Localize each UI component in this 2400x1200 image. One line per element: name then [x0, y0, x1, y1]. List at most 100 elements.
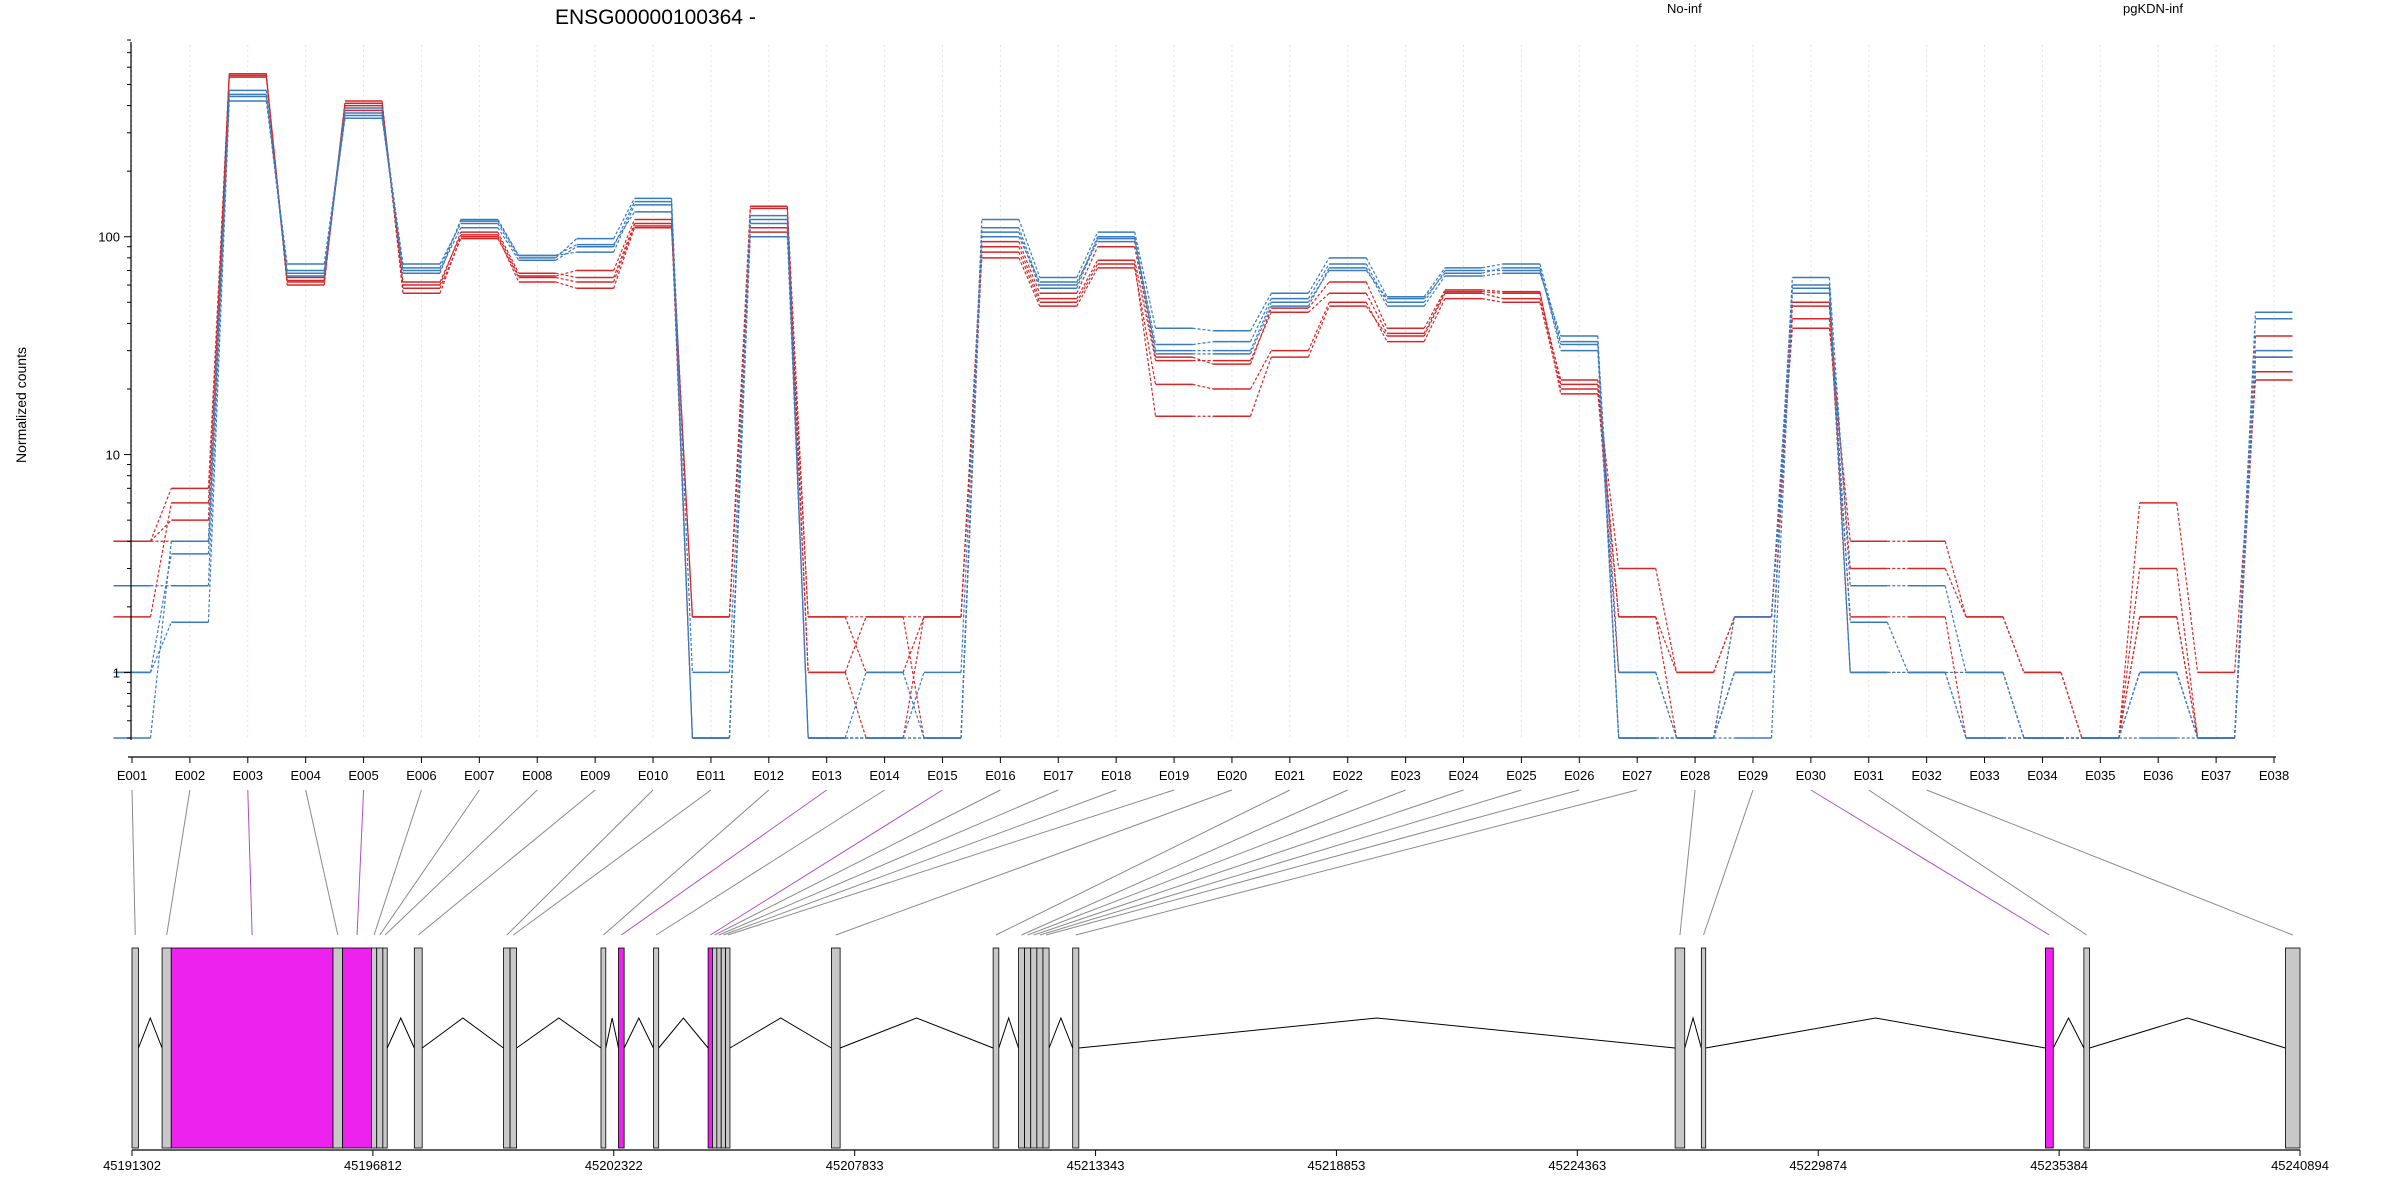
x-tick-label: E034 — [2027, 768, 2057, 783]
series-connector — [2118, 502, 2141, 739]
connector-e024 — [1033, 789, 1464, 936]
series-connector — [1018, 257, 1041, 307]
series-connector — [1249, 298, 1272, 342]
series-no-inf-2 — [113, 72, 2293, 739]
series-connector — [1423, 289, 1446, 329]
x-axis: E001 E002 E003 E004 E005 E006 E007 E008 E009 E010… — [117, 756, 2289, 783]
exon-e021 — [992, 947, 1000, 1149]
series-connector — [1539, 267, 1562, 351]
series-connector — [1655, 568, 1678, 673]
series-connector — [207, 94, 230, 586]
series-connector — [1192, 356, 1214, 365]
connector-e028 — [1679, 789, 1696, 936]
series-connector — [1076, 246, 1099, 294]
series-connector — [1770, 318, 1793, 617]
exon-e017 — [716, 947, 722, 1149]
series-connector — [1423, 293, 1446, 337]
series-connector — [1134, 246, 1157, 358]
exon-e024 — [1030, 947, 1038, 1149]
series-connector — [555, 269, 577, 277]
connector-e003 — [247, 789, 253, 936]
series-connector — [1018, 251, 1041, 303]
intron-line — [1078, 1017, 1676, 1049]
connector-e016 — [714, 789, 1001, 936]
series-connector — [1944, 568, 1967, 618]
series-connector — [1365, 281, 1388, 329]
series-connector — [1134, 231, 1157, 329]
connector-e015 — [710, 789, 943, 936]
x-tick-label: E016 — [985, 768, 1015, 783]
series-connector — [1076, 238, 1099, 289]
series-connector — [1076, 267, 1099, 307]
x-tick-label: E011 — [696, 768, 725, 783]
genomic-tick-label: 45202322 — [585, 1158, 643, 1173]
series-connector — [2234, 357, 2257, 739]
series-connector — [613, 204, 636, 253]
series-connector — [670, 211, 693, 739]
series-connector — [1192, 383, 1214, 390]
series-connector — [1539, 273, 1562, 337]
series-connector — [1249, 302, 1272, 351]
exon-e026 — [1042, 947, 1050, 1149]
series-connector — [497, 236, 520, 283]
x-tick-label: E038 — [2259, 768, 2289, 783]
series-connector — [497, 234, 520, 277]
series-connector — [265, 75, 288, 278]
x-tick-label: E010 — [638, 768, 668, 783]
x-tick-label: E013 — [812, 768, 842, 783]
connector-e009 — [417, 789, 596, 936]
series-connector — [1249, 356, 1272, 417]
series-connector — [1655, 672, 1678, 739]
intron-line — [1684, 1016, 1702, 1049]
x-tick-label: E037 — [2201, 768, 2231, 783]
series-connector — [497, 219, 520, 256]
exon-e023 — [1024, 947, 1032, 1149]
x-tick-label: E024 — [1448, 768, 1478, 783]
series-connector — [1018, 236, 1041, 283]
x-tick-label: E015 — [927, 768, 957, 783]
intron-line — [516, 1017, 602, 1049]
intron-line — [605, 1017, 619, 1049]
series-connector — [728, 215, 751, 739]
exon-e008 — [382, 947, 388, 1149]
series-connector — [1249, 312, 1272, 361]
exon-e002 — [161, 947, 172, 1149]
legend-no-inf: No-inf — [1667, 1, 1702, 16]
connector-e001 — [131, 789, 136, 936]
series-connector — [1076, 259, 1099, 299]
x-tick-label: E021 — [1275, 768, 1305, 783]
series-connector — [1597, 336, 1620, 739]
x-tick-label: E035 — [2085, 768, 2115, 783]
series-connector — [1249, 293, 1272, 332]
x-tick-label: E023 — [1390, 768, 1420, 783]
intron-line — [729, 1017, 832, 1049]
series-connector — [613, 201, 636, 247]
series-connector — [1076, 231, 1099, 278]
series-connector — [1481, 290, 1503, 294]
series-connector — [1481, 267, 1504, 274]
genomic-tick-label: 45240894 — [2271, 1158, 2329, 1173]
exon-connectors — [131, 789, 2293, 936]
series-connector — [1423, 270, 1446, 303]
genomic-coordinate-axis: 45191302 45196812 45202322 45207833 45213343… — [103, 1149, 2329, 1173]
intron-line — [2052, 1016, 2085, 1049]
series-connector — [1307, 302, 1330, 351]
series-connector — [1713, 616, 1736, 673]
series-connector — [960, 227, 983, 673]
series-connector — [1828, 277, 1851, 586]
series-connector — [728, 206, 751, 617]
exon-e004 — [332, 947, 344, 1149]
connector-e032 — [1926, 789, 2293, 936]
series-connector — [207, 90, 230, 554]
exon-e009 — [413, 947, 423, 1149]
connector-e004 — [305, 789, 339, 936]
series-connector — [1365, 293, 1388, 334]
exon-e001 — [131, 947, 139, 1149]
series-pgkdn-inf-7 — [113, 95, 2293, 739]
intron-line — [839, 1017, 994, 1049]
series-connector — [1134, 263, 1157, 417]
series-connector — [2060, 672, 2083, 739]
exon-e003 — [170, 947, 334, 1149]
exon-e014 — [653, 947, 660, 1149]
